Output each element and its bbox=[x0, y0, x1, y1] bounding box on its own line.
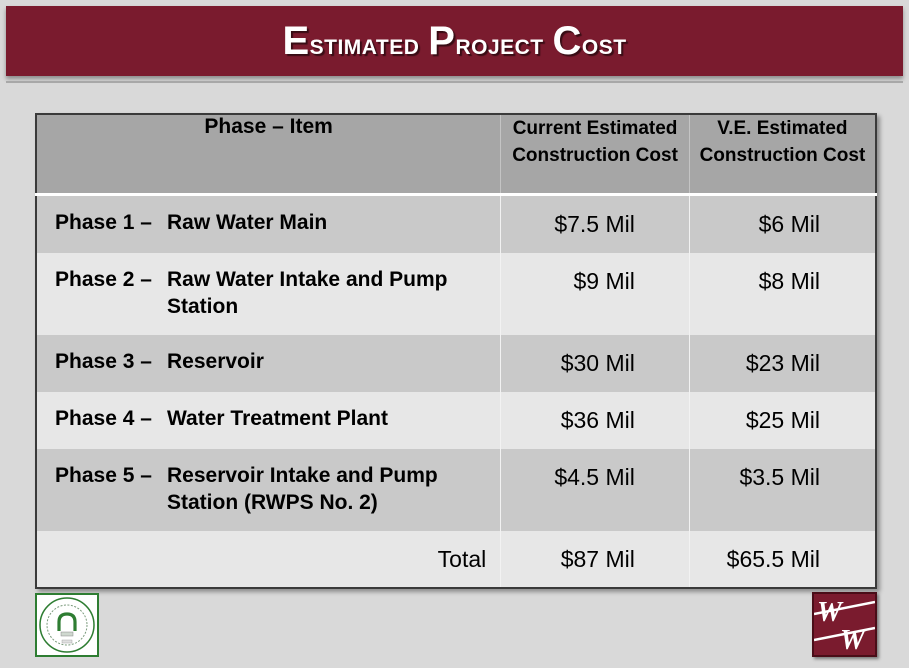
current-cost: $36 Mil bbox=[560, 407, 635, 433]
phase-cell: Phase 1 – Raw Water Main bbox=[36, 194, 501, 253]
current-cost-cell: $4.5 Mil bbox=[500, 449, 690, 531]
svg-text:W: W bbox=[817, 597, 844, 628]
county-seal-icon bbox=[35, 593, 99, 657]
phase-label: Phase 5 – bbox=[55, 464, 152, 487]
phase-item: Raw Water Main bbox=[167, 211, 328, 234]
header-ve-line1: V.E. Estimated bbox=[717, 118, 848, 139]
table-row: Phase 1 – Raw Water Main $7.5 Mil $6 Mil bbox=[36, 194, 876, 253]
total-current-cost: $87 Mil bbox=[560, 546, 635, 572]
current-cost: $7.5 Mil bbox=[554, 211, 635, 237]
ve-cost-cell: $23 Mil bbox=[688, 335, 876, 392]
current-cost: $30 Mil bbox=[560, 350, 635, 376]
total-ve-cell: $65.5 Mil bbox=[688, 531, 876, 588]
current-cost-cell: $7.5 Mil bbox=[500, 194, 690, 253]
header-current-line1: Current Estimated bbox=[512, 118, 678, 139]
phase-cell: Phase 2 – Raw Water Intake and Pump Stat… bbox=[36, 253, 501, 335]
header-current-line2: Construction Cost bbox=[512, 145, 678, 166]
header-current-cost: Current Estimated Construction Cost bbox=[500, 114, 690, 196]
ve-cost-cell: $6 Mil bbox=[688, 194, 876, 253]
cost-table: Phase – Item Current Estimated Construct… bbox=[35, 113, 877, 589]
table-row: Phase 3 – Reservoir $30 Mil $23 Mil bbox=[36, 335, 876, 392]
svg-text:W: W bbox=[840, 625, 867, 655]
current-cost: $9 Mil bbox=[573, 268, 635, 294]
ww-logo-icon: W W bbox=[812, 592, 877, 657]
phase-item: Water Treatment Plant bbox=[167, 407, 388, 430]
phase-label: Phase 1 – bbox=[55, 211, 152, 234]
ve-cost: $25 Mil bbox=[745, 407, 820, 433]
current-cost-cell: $36 Mil bbox=[500, 392, 690, 449]
ve-cost: $3.5 Mil bbox=[739, 464, 820, 490]
phase-cell: Phase 3 – Reservoir bbox=[36, 335, 501, 392]
total-label: Total bbox=[437, 546, 487, 572]
phase-cell: Phase 5 – Reservoir Intake and Pump Stat… bbox=[36, 449, 501, 531]
phase-label: Phase 2 – bbox=[55, 268, 152, 291]
table-row: Phase 5 – Reservoir Intake and Pump Stat… bbox=[36, 449, 876, 531]
phase-item: Reservoir bbox=[167, 350, 264, 373]
ve-cost: $8 Mil bbox=[758, 268, 820, 294]
header-phase-item: Phase – Item bbox=[36, 114, 501, 196]
phase-label: Phase 3 – bbox=[55, 350, 152, 373]
header-ve-cost: V.E. Estimated Construction Cost bbox=[688, 114, 876, 196]
ve-cost: $23 Mil bbox=[745, 350, 820, 376]
ve-cost-cell: $8 Mil bbox=[688, 253, 876, 335]
current-cost-cell: $9 Mil bbox=[500, 253, 690, 335]
table-header-row: Phase – Item Current Estimated Construct… bbox=[36, 114, 876, 196]
ve-cost-cell: $25 Mil bbox=[688, 392, 876, 449]
title-divider bbox=[6, 81, 903, 83]
table-row: Phase 2 – Raw Water Intake and Pump Stat… bbox=[36, 253, 876, 335]
header-ve-line2: Construction Cost bbox=[699, 145, 866, 166]
slide-title: Estimated Project Cost bbox=[282, 18, 627, 63]
phase-cell: Phase 4 – Water Treatment Plant bbox=[36, 392, 501, 449]
total-row: Total $87 Mil $65.5 Mil bbox=[36, 531, 876, 588]
phase-item: Raw Water Intake and Pump Station bbox=[167, 268, 448, 318]
table-row: Phase 4 – Water Treatment Plant $36 Mil … bbox=[36, 392, 876, 449]
ve-cost: $6 Mil bbox=[758, 211, 820, 237]
ve-cost-cell: $3.5 Mil bbox=[688, 449, 876, 531]
total-ve-cost: $65.5 Mil bbox=[726, 546, 820, 572]
current-cost-cell: $30 Mil bbox=[500, 335, 690, 392]
title-bar: Estimated Project Cost bbox=[6, 6, 903, 76]
total-label-cell: Total bbox=[36, 531, 501, 588]
total-current-cell: $87 Mil bbox=[500, 531, 690, 588]
phase-label: Phase 4 – bbox=[55, 407, 152, 430]
current-cost: $4.5 Mil bbox=[554, 464, 635, 490]
phase-item: Reservoir Intake and Pump Station (RWPS … bbox=[167, 464, 438, 514]
